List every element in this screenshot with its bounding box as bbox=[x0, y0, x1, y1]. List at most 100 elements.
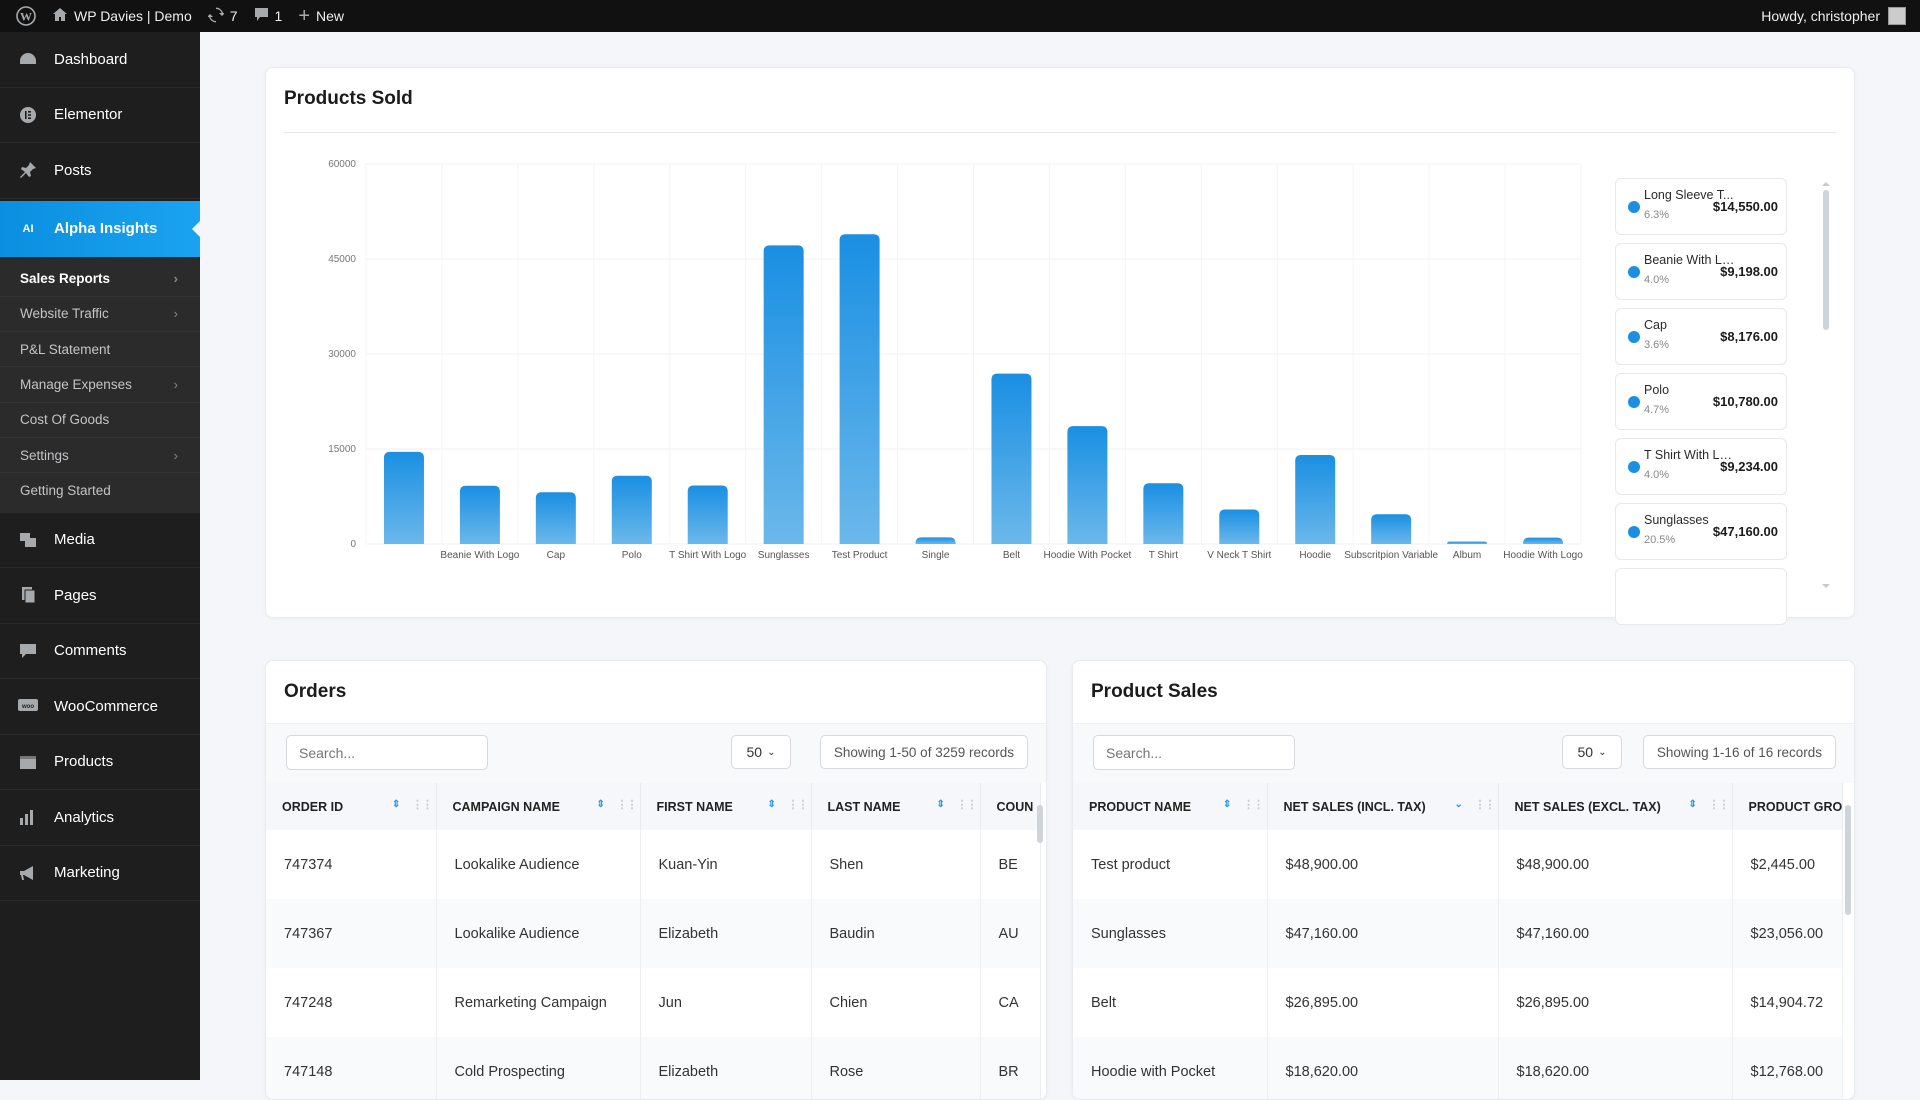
legend-scrollbar[interactable] bbox=[1822, 178, 1830, 588]
table-row[interactable]: 747374 Lookalike Audience Kuan-Yin Shen BE bbox=[266, 830, 1041, 899]
table-row[interactable]: 747367 Lookalike Audience Elizabeth Baudin A… bbox=[266, 899, 1041, 968]
sort-icon[interactable]: ⇕ bbox=[392, 799, 401, 810]
sort-icon[interactable]: ⇕ bbox=[1688, 799, 1697, 810]
product-sales-per-page-select[interactable]: 50 ⌄ bbox=[1562, 735, 1622, 769]
drag-handle-icon[interactable]: ⋮⋮ bbox=[1474, 799, 1496, 811]
submenu-website-traffic[interactable]: Website Traffic › bbox=[0, 297, 200, 333]
sort-icon[interactable]: ⇕ bbox=[936, 799, 945, 810]
table-row[interactable]: Sunglasses $47,160.00 $47,160.00 $23,056.00 bbox=[1073, 899, 1843, 968]
product-sales-table-scrollbar[interactable] bbox=[1844, 787, 1852, 1099]
column-header[interactable]: NET SALES (EXCL. TAX) ⇕ ⋮⋮ bbox=[1498, 783, 1733, 830]
menu-dashboard[interactable]: Dashboard bbox=[0, 32, 200, 88]
submenu-sales-reports[interactable]: Sales Reports › bbox=[0, 262, 200, 297]
menu-elementor[interactable]: Elementor bbox=[0, 88, 200, 143]
bar bbox=[1371, 514, 1412, 544]
orders-search-input[interactable] bbox=[286, 735, 488, 770]
submenu-pl-statement[interactable]: P&L Statement bbox=[0, 332, 200, 368]
legend-item[interactable]: Beanie With Lo... 4.0% $9,198.00 bbox=[1615, 243, 1787, 300]
submenu-label: Settings bbox=[20, 447, 69, 463]
legend-item[interactable]: Cap 3.6% $8,176.00 bbox=[1615, 308, 1787, 365]
product-sales-card: Product Sales 50 ⌄ Showing 1-16 of 16 rec… bbox=[1072, 660, 1855, 1100]
table-row[interactable]: 747148 Cold Prospecting Elizabeth Rose BR bbox=[266, 1037, 1041, 1099]
table-cell: $18,620.00 bbox=[1498, 1037, 1733, 1099]
legend-item[interactable]: Long Sleeve T... 6.3% $14,550.00 bbox=[1615, 178, 1787, 235]
y-tick-label: 60000 bbox=[328, 159, 356, 170]
drag-handle-icon[interactable]: ⋮⋮ bbox=[412, 799, 433, 811]
orders-per-page-select[interactable]: 50 ⌄ bbox=[731, 735, 791, 769]
y-tick-label: 45000 bbox=[328, 254, 356, 265]
updates-link[interactable]: 7 bbox=[206, 0, 238, 32]
sort-desc-icon[interactable]: ⌄ bbox=[1454, 799, 1463, 810]
drag-handle-icon[interactable]: ⋮⋮ bbox=[787, 799, 809, 811]
wordpress-logo-icon[interactable]: W bbox=[16, 0, 36, 32]
comments-link[interactable]: 1 bbox=[254, 0, 282, 32]
table-header-row: ORDER ID ⇕ ⋮⋮ CAMPAIGN NAME ⇕ ⋮⋮ FIRST NAME ⇕ ⋮⋮… bbox=[266, 783, 1041, 830]
column-header[interactable]: FIRST NAME ⇕ ⋮⋮ bbox=[640, 783, 812, 830]
site-name-link[interactable]: WP Davies | Demo bbox=[52, 0, 192, 32]
scroll-up-icon[interactable] bbox=[1822, 178, 1830, 186]
submenu-manage-expenses[interactable]: Manage Expenses › bbox=[0, 367, 200, 403]
legend-item[interactable] bbox=[1615, 568, 1787, 625]
table-cell: $12,768.00 bbox=[1732, 1037, 1843, 1099]
legend-item[interactable]: T Shirt With Logo 4.0% $9,234.00 bbox=[1615, 438, 1787, 495]
legend-dot-icon bbox=[1628, 331, 1640, 343]
drag-handle-icon[interactable]: ⋮⋮ bbox=[1708, 799, 1730, 811]
scroll-thumb[interactable] bbox=[1823, 190, 1829, 330]
sort-icon[interactable]: ⇕ bbox=[596, 799, 605, 810]
bar bbox=[915, 537, 956, 544]
orders-table-scrollbar[interactable] bbox=[1036, 787, 1044, 1099]
scroll-thumb[interactable] bbox=[1845, 805, 1851, 915]
submenu-label: P&L Statement bbox=[20, 341, 111, 357]
menu-media[interactable]: Media bbox=[0, 513, 200, 569]
new-content-link[interactable]: + New bbox=[298, 0, 344, 32]
table-row[interactable]: Belt $26,895.00 $26,895.00 $14,904.72 bbox=[1073, 968, 1843, 1037]
woocommerce-icon: woo bbox=[18, 696, 38, 716]
menu-marketing[interactable]: Marketing bbox=[0, 846, 200, 902]
column-header[interactable]: ORDER ID ⇕ ⋮⋮ bbox=[266, 783, 437, 830]
table-row[interactable]: Hoodie with Pocket $18,620.00 $18,620.00 $1… bbox=[1073, 1037, 1843, 1099]
elementor-icon bbox=[18, 105, 38, 125]
bar bbox=[459, 485, 500, 544]
scroll-thumb[interactable] bbox=[1037, 805, 1043, 843]
product-sales-search-input[interactable] bbox=[1093, 735, 1295, 770]
submenu-getting-started[interactable]: Getting Started bbox=[0, 473, 200, 508]
sort-icon[interactable]: ⇕ bbox=[1223, 799, 1232, 810]
column-header[interactable]: CAMPAIGN NAME ⇕ ⋮⋮ bbox=[436, 783, 641, 830]
menu-comments[interactable]: Comments bbox=[0, 624, 200, 680]
sort-icon[interactable]: ⇕ bbox=[767, 799, 776, 810]
table-row[interactable]: Test product $48,900.00 $48,900.00 $2,445.0… bbox=[1073, 830, 1843, 899]
x-tick-label: Cap bbox=[547, 550, 566, 561]
comment-icon bbox=[254, 7, 269, 25]
table-cell: Cold Prospecting bbox=[436, 1037, 641, 1099]
x-tick-label: Subscritpion Variable bbox=[1344, 550, 1438, 561]
table-row[interactable]: 747248 Remarketing Campaign Jun Chien CA bbox=[266, 968, 1041, 1037]
scroll-down-icon[interactable] bbox=[1822, 584, 1830, 592]
menu-products[interactable]: Products bbox=[0, 735, 200, 791]
submenu-settings[interactable]: Settings › bbox=[0, 438, 200, 474]
drag-handle-icon[interactable]: ⋮⋮ bbox=[616, 799, 638, 811]
column-header[interactable]: PRODUCT GRO bbox=[1732, 783, 1843, 830]
column-header[interactable]: NET SALES (INCL. TAX) ⌄ ⋮⋮ bbox=[1267, 783, 1499, 830]
legend-item[interactable]: Sunglasses 20.5% $47,160.00 bbox=[1615, 503, 1787, 560]
menu-pages[interactable]: Pages bbox=[0, 568, 200, 624]
column-header[interactable]: PRODUCT NAME ⇕ ⋮⋮ bbox=[1073, 783, 1268, 830]
product-sales-toolbar: 50 ⌄ Showing 1-16 of 16 records bbox=[1073, 723, 1854, 783]
column-header[interactable]: COUN bbox=[980, 783, 1041, 830]
legend-value: $14,550.00 bbox=[1712, 199, 1778, 214]
menu-posts[interactable]: Posts bbox=[0, 143, 200, 199]
menu-analytics[interactable]: Analytics bbox=[0, 790, 200, 846]
drag-handle-icon[interactable]: ⋮⋮ bbox=[1243, 799, 1264, 811]
avatar bbox=[1888, 7, 1906, 25]
table-cell: Elizabeth bbox=[640, 1037, 812, 1099]
menu-alpha-insights[interactable]: AI Alpha Insights bbox=[0, 200, 200, 258]
legend-item[interactable]: Polo 4.7% $10,780.00 bbox=[1615, 373, 1787, 430]
submenu-cost-of-goods[interactable]: Cost Of Goods bbox=[0, 403, 200, 438]
drag-handle-icon[interactable]: ⋮⋮ bbox=[956, 799, 978, 811]
card-title: Orders bbox=[284, 681, 347, 702]
account-menu[interactable]: Howdy, christopher bbox=[1761, 0, 1906, 32]
table-cell: $18,620.00 bbox=[1267, 1037, 1499, 1099]
x-tick-label: Album bbox=[1453, 550, 1481, 561]
menu-woocommerce[interactable]: woo WooCommerce bbox=[0, 679, 200, 735]
column-header[interactable]: LAST NAME ⇕ ⋮⋮ bbox=[811, 783, 981, 830]
legend-dot-icon bbox=[1628, 526, 1640, 538]
